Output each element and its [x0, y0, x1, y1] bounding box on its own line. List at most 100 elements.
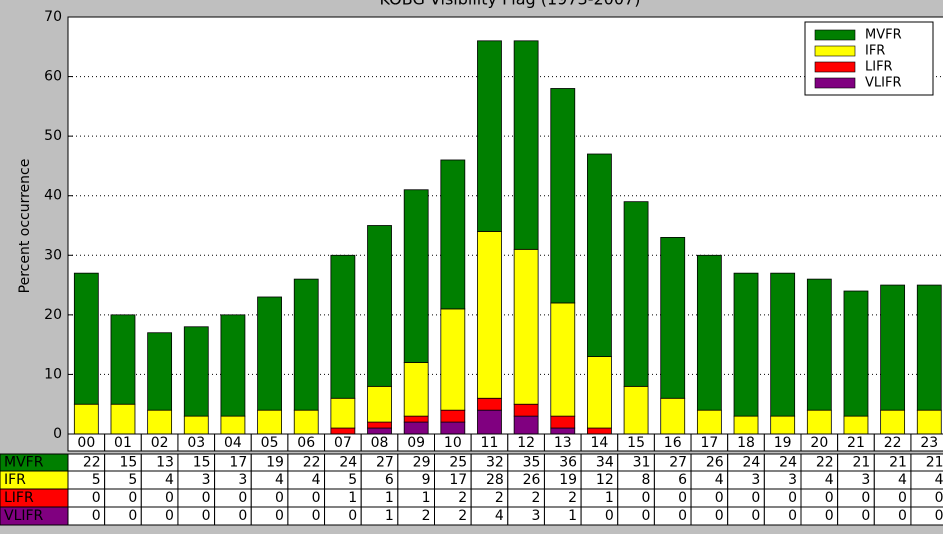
- table-value: 35: [523, 455, 541, 471]
- chart-title: KOBG Visibility Flag (1973-2007): [380, 0, 641, 9]
- x-tick-label: 01: [114, 435, 132, 451]
- y-tick-label: 30: [44, 247, 62, 263]
- bar-segment: [880, 284, 906, 411]
- table-value: 1: [348, 490, 357, 506]
- table-value: 4: [275, 472, 284, 488]
- bar-segment: [477, 40, 502, 232]
- table-value: 29: [413, 455, 431, 471]
- table-value: 3: [788, 472, 797, 488]
- bar-segment: [403, 415, 429, 423]
- bar-segment: [440, 409, 466, 423]
- y-tick-label: 40: [44, 188, 62, 204]
- table-value: 4: [825, 472, 834, 488]
- table-value: 4: [898, 472, 907, 488]
- x-tick-label: 11: [481, 435, 499, 451]
- table-value: 3: [532, 508, 541, 524]
- bar-segment: [587, 153, 612, 357]
- bar-segment: [623, 385, 649, 435]
- table-value: 5: [92, 472, 101, 488]
- table-value: 0: [312, 490, 321, 506]
- bar-segment: [513, 40, 539, 250]
- table-value: 0: [788, 490, 797, 506]
- table-value: 27: [669, 455, 687, 471]
- bar-segment: [257, 409, 282, 435]
- bar-segment: [183, 415, 209, 435]
- bar-segment: [440, 308, 466, 411]
- legend-swatch: [814, 29, 856, 41]
- bar-segment: [330, 254, 356, 399]
- table-value: 26: [523, 472, 541, 488]
- table-value: 24: [339, 455, 357, 471]
- table-value: 21: [852, 455, 870, 471]
- table-value: 1: [605, 490, 614, 506]
- table-value: 0: [92, 508, 101, 524]
- table-value: 0: [128, 490, 137, 506]
- legend-label: VLIFR: [865, 76, 901, 91]
- table-value: 5: [128, 472, 137, 488]
- bar-segment: [513, 248, 539, 405]
- x-tick-label: 17: [700, 435, 718, 451]
- table-value: 0: [861, 508, 870, 524]
- legend-swatch: [814, 61, 856, 73]
- table-value: 21: [889, 455, 907, 471]
- table-value: 13: [156, 455, 174, 471]
- table-value: 26: [706, 455, 724, 471]
- table-value: 0: [275, 508, 284, 524]
- bar-segment: [110, 403, 136, 435]
- table-value: 0: [678, 490, 687, 506]
- table-value: 12: [596, 472, 614, 488]
- table-value: 4: [165, 472, 174, 488]
- legend-label: MVFR: [865, 28, 902, 43]
- bar-segment: [73, 272, 99, 405]
- table-value: 0: [898, 508, 907, 524]
- table-value: 4: [495, 508, 504, 524]
- bar-segment: [477, 231, 502, 399]
- table-value: 1: [568, 508, 577, 524]
- bar-segment: [220, 415, 246, 435]
- table-value: 17: [449, 472, 467, 488]
- table-value: 0: [678, 508, 687, 524]
- bar-segment: [403, 362, 429, 417]
- plot-area: [67, 16, 943, 435]
- bar-segment: [440, 159, 466, 310]
- bar-segment: [550, 415, 576, 429]
- bar-segment: [367, 427, 392, 435]
- table-value: 0: [825, 508, 834, 524]
- table-value: 0: [128, 508, 137, 524]
- bar-segment: [220, 314, 246, 417]
- table-value: 21: [926, 455, 943, 471]
- table-value: 28: [486, 472, 504, 488]
- bar-segment: [73, 403, 99, 435]
- table-value: 2: [422, 508, 431, 524]
- table-value: 0: [605, 508, 614, 524]
- y-tick-label: 0: [53, 426, 62, 442]
- table-value: 2: [532, 490, 541, 506]
- bar-segment: [916, 284, 942, 411]
- bar-segment: [330, 427, 356, 435]
- y-tick-label: 50: [44, 128, 62, 144]
- legend-swatch: [814, 77, 856, 89]
- legend-label: IFR: [865, 44, 885, 59]
- x-tick-label: 18: [737, 435, 755, 451]
- bar-segment: [477, 409, 502, 435]
- table-value: 0: [751, 490, 760, 506]
- table-value: 17: [229, 455, 247, 471]
- bar-segment: [696, 409, 722, 435]
- table-value: 19: [266, 455, 284, 471]
- table-cell: [910, 433, 943, 452]
- table-value: 24: [779, 455, 797, 471]
- bar-segment: [110, 314, 136, 405]
- bar-segment: [696, 254, 722, 411]
- bar-segment: [806, 409, 832, 435]
- bar-segment: [440, 421, 466, 435]
- bar-segment: [880, 409, 906, 435]
- x-tick-label: 12: [517, 435, 535, 451]
- bar-segment: [587, 427, 612, 435]
- table-value: 2: [458, 490, 467, 506]
- bar-segment: [733, 415, 759, 435]
- x-tick-label: 22: [884, 435, 902, 451]
- table-value: 0: [165, 490, 174, 506]
- x-tick-label: 04: [224, 435, 242, 451]
